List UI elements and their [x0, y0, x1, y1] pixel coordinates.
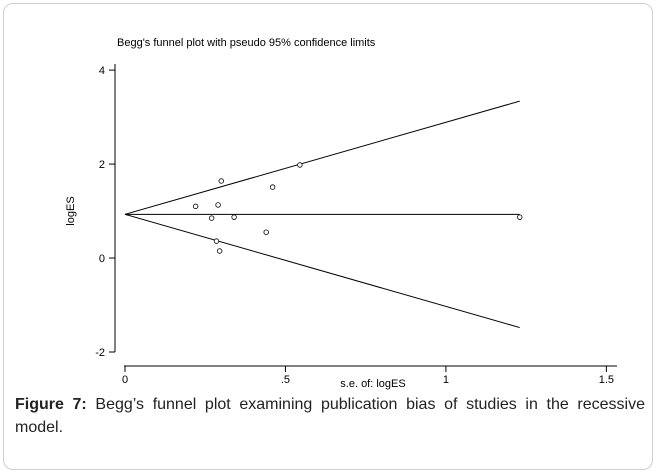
- study-point: [208, 215, 215, 221]
- y-axis-title: logES: [65, 196, 77, 225]
- x-tick-label: 1.5: [599, 374, 614, 386]
- study-point: [216, 248, 223, 254]
- chart: Begg's funnel plot with pseudo 95% confi…: [65, 37, 617, 390]
- x-axis-title: s.e. of: logES: [340, 378, 405, 390]
- study-point: [263, 229, 269, 235]
- study-point: [192, 203, 199, 210]
- y-tick-label: -2: [95, 347, 105, 359]
- study-point: [231, 214, 237, 220]
- reference-line: [124, 100, 520, 215]
- y-tick-label: 2: [99, 159, 105, 171]
- caption-label: Figure 7:: [15, 396, 87, 413]
- study-point: [297, 162, 303, 168]
- chart-title: Begg's funnel plot with pseudo 95% confi…: [117, 37, 376, 49]
- caption-text: Begg’s funnel plot examining publication…: [15, 396, 646, 436]
- frame: [3, 3, 653, 470]
- study-point: [269, 184, 276, 190]
- study-point: [218, 178, 224, 184]
- study-point: [517, 214, 523, 220]
- y-tick-label: 0: [99, 253, 105, 265]
- x-tick-label: 0: [122, 374, 128, 386]
- caption: Figure 7: Begg’s funnel plot examining p…: [15, 393, 645, 439]
- study-point: [213, 238, 220, 244]
- y-tick-label: 4: [99, 65, 105, 77]
- reference-line: [124, 213, 520, 329]
- x-tick-label: 1: [443, 374, 449, 386]
- x-tick-label: .5: [281, 374, 290, 386]
- study-point: [215, 202, 221, 208]
